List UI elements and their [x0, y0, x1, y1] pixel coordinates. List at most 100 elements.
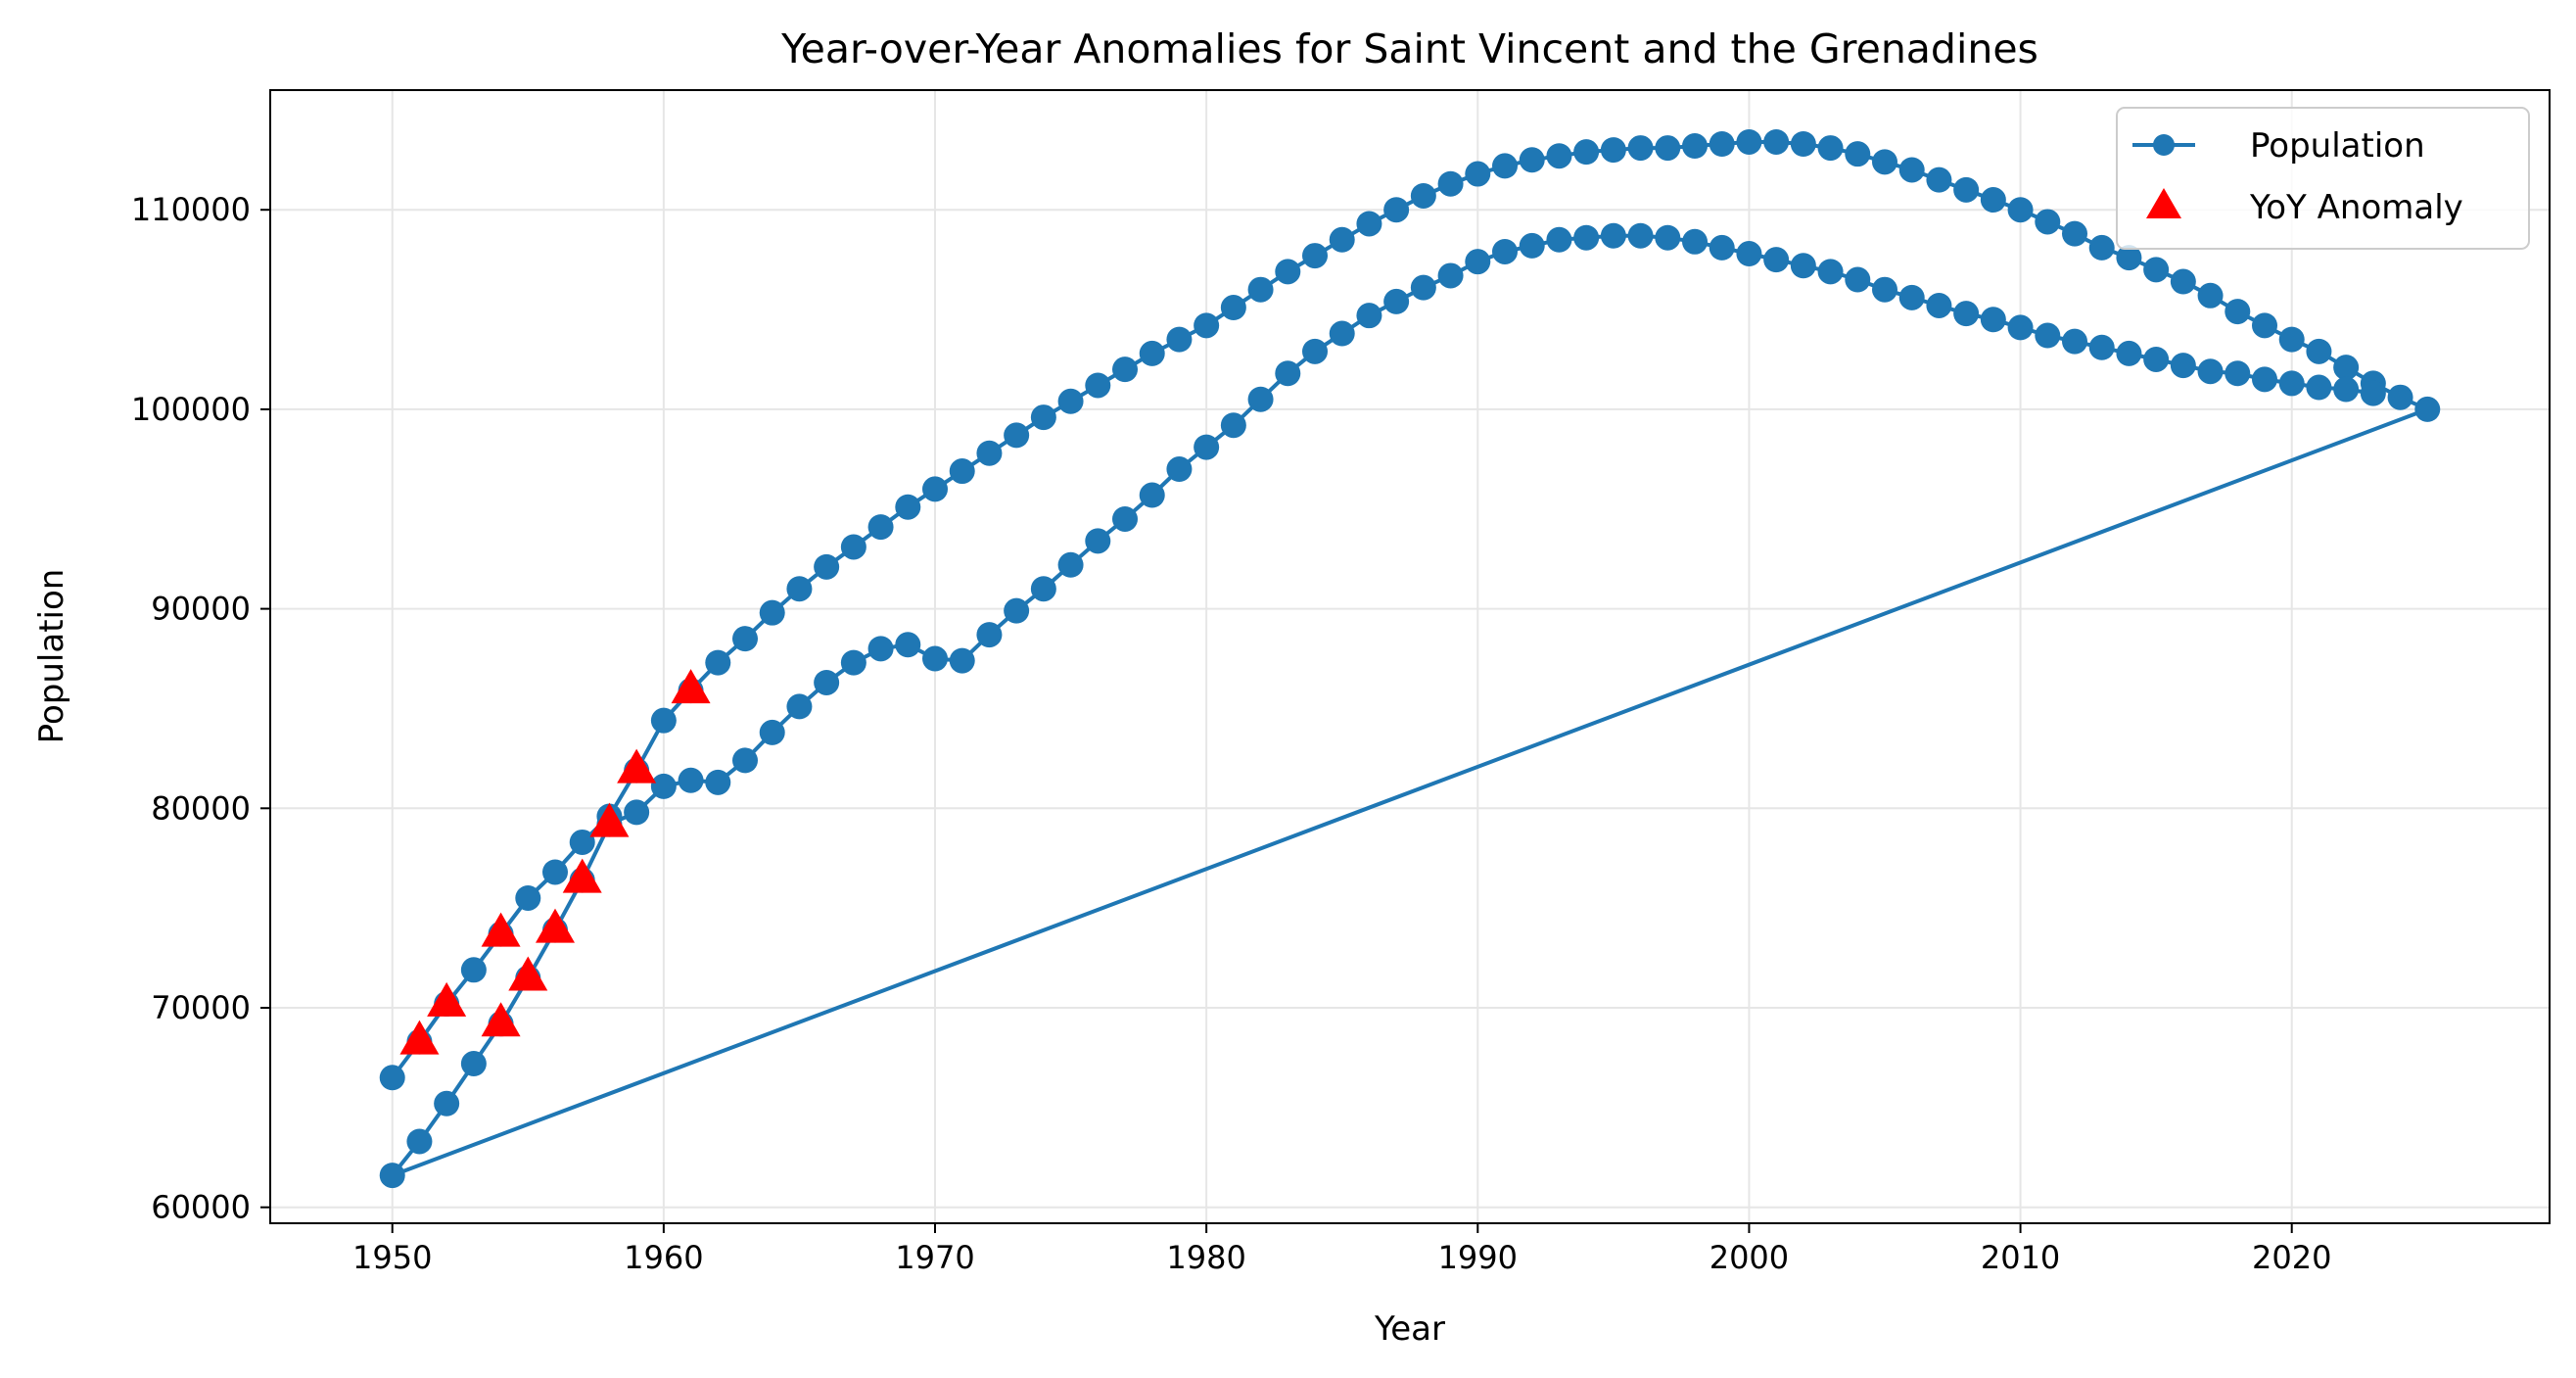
population-point [1356, 211, 1382, 237]
population-point [1112, 356, 1138, 383]
population-point [1139, 482, 1165, 508]
population-point [2333, 355, 2360, 381]
population-point [650, 773, 677, 799]
population-point [542, 859, 568, 885]
population-point [1492, 153, 1518, 179]
legend-box [2116, 107, 2530, 250]
x-tick-label: 1970 [895, 1239, 974, 1276]
y-tick-label: 80000 [151, 789, 251, 827]
population-point [976, 622, 1003, 648]
y-tick-label: 110000 [131, 191, 251, 228]
population-point [1546, 226, 1572, 253]
population-point [2007, 197, 2034, 223]
population-point [2116, 245, 2142, 271]
population-point [1220, 295, 1246, 321]
population-point [2414, 396, 2441, 422]
population-point [895, 632, 921, 658]
anomaly-point [536, 908, 575, 943]
population-point [1736, 128, 1762, 155]
population-point [2088, 334, 2115, 360]
population-point [1437, 170, 1464, 197]
population-point [2116, 340, 2142, 366]
x-tick-label: 2000 [1710, 1239, 1789, 1276]
population-point [786, 576, 813, 602]
x-tick-label: 1950 [352, 1239, 432, 1276]
x-tick-label: 1990 [1438, 1239, 1518, 1276]
population-point [569, 829, 595, 855]
anomaly-point [589, 802, 630, 837]
population-point [678, 767, 704, 793]
population-point [1872, 276, 1897, 303]
population-point [705, 769, 731, 795]
x-axis-label: Year [1374, 1309, 1445, 1349]
population-point [867, 636, 894, 662]
population-point [949, 647, 975, 674]
population-point [2143, 346, 2170, 372]
population-point [1627, 222, 1654, 249]
population-point [2170, 353, 2196, 379]
y-tick-label: 60000 [151, 1189, 251, 1226]
population-point [922, 476, 948, 502]
legend-population-marker [2153, 134, 2175, 156]
population-point [1004, 597, 1030, 624]
legend-anomaly-label: YoY Anomaly [2249, 188, 2463, 227]
anomaly-point [427, 981, 467, 1017]
population-point [1220, 412, 1246, 439]
population-point [2278, 370, 2305, 397]
population-point [2252, 366, 2277, 393]
population-point [1112, 505, 1138, 532]
population-point [1275, 259, 1301, 285]
legend-anomaly-marker [2146, 188, 2181, 218]
population-point [406, 1128, 433, 1155]
population-point [895, 494, 921, 520]
population-point [1898, 284, 1925, 310]
population-point [814, 669, 840, 695]
population-point [650, 707, 677, 734]
anomaly-point [617, 748, 657, 784]
population-point [1655, 135, 1681, 162]
population-point [1953, 301, 1980, 327]
legend: Population YoY Anomaly [2116, 107, 2530, 250]
population-point [1763, 247, 1790, 273]
population-point [1790, 130, 1816, 157]
population-point [434, 1090, 460, 1117]
population-point [1600, 137, 1626, 164]
population-point [840, 534, 866, 560]
population-point [867, 514, 894, 541]
population-point [1057, 551, 1084, 578]
population-point [2360, 380, 2386, 406]
population-point [705, 649, 731, 676]
population-point [2143, 257, 2170, 283]
population-point [1682, 228, 1708, 255]
population-point [1356, 303, 1382, 329]
population-point [1845, 141, 1871, 167]
y-axis-label: Population [32, 569, 71, 744]
population-point [1655, 224, 1681, 251]
population-point [1194, 434, 1220, 460]
population-point [1085, 372, 1111, 399]
population-point [1519, 147, 1545, 173]
population-point [1302, 243, 1328, 269]
population-point [1546, 143, 1572, 169]
population-point [379, 1065, 405, 1091]
population-point [1004, 422, 1030, 449]
population-point [1817, 259, 1844, 285]
population-point [2225, 360, 2251, 387]
population-point [1573, 139, 1600, 166]
population-point [759, 599, 785, 626]
population-point [1247, 386, 1274, 412]
population-point [1573, 224, 1600, 251]
population-point [1627, 135, 1654, 162]
population-point [949, 458, 975, 485]
population-point [1302, 338, 1328, 364]
population-point [1030, 404, 1056, 431]
population-point [1057, 388, 1084, 414]
anomaly-markers [399, 669, 711, 1055]
legend-population-label: Population [2250, 126, 2425, 166]
population-point [2197, 358, 2224, 385]
population-point [2278, 326, 2305, 353]
population-point [1383, 288, 1410, 314]
population-point [1709, 130, 1735, 157]
population-point [1736, 241, 1762, 267]
